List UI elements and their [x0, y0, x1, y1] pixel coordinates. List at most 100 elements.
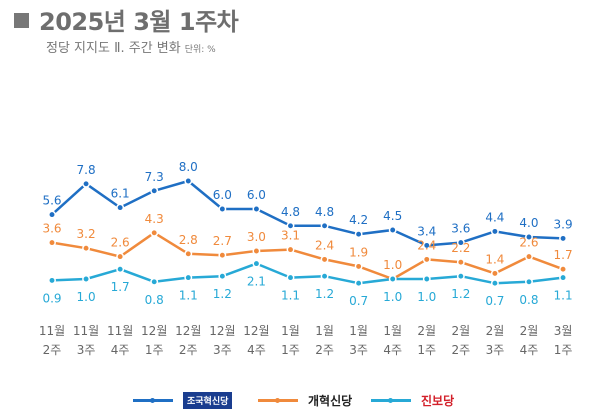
x-tick-label: 2주	[451, 343, 470, 357]
x-tick-label: 2주	[315, 343, 334, 357]
subtitle-text: 정당 지지도 Ⅱ. 주간 변화	[46, 41, 181, 56]
data-point	[490, 269, 499, 278]
x-tick-label: 1월	[383, 324, 402, 338]
data-point	[559, 234, 567, 243]
data-label: 6.0	[213, 188, 232, 202]
data-label: 1.4	[485, 252, 504, 266]
data-point	[354, 262, 363, 271]
data-label: 4.8	[315, 205, 334, 219]
data-label: 0.7	[485, 294, 504, 308]
legend-item-0: 조국혁신당	[133, 392, 233, 409]
x-tick-label: 11월	[73, 324, 99, 338]
data-label: 0.8	[145, 293, 164, 307]
x-tick-label: 1월	[315, 324, 334, 338]
data-label: 2.1	[247, 275, 266, 289]
data-point	[490, 279, 499, 288]
legend-label: 개혁신당	[308, 394, 353, 408]
data-point	[48, 238, 56, 247]
legend-line-icon	[258, 398, 298, 403]
data-label: 3.6	[42, 222, 61, 236]
data-label: 1.2	[213, 287, 232, 301]
data-point	[252, 205, 261, 213]
x-tick-label: 11월	[107, 324, 133, 338]
legend-line-icon	[371, 398, 411, 403]
data-label: 8.0	[179, 160, 198, 174]
x-tick-label: 12월	[141, 324, 167, 338]
data-point	[218, 272, 227, 281]
legend-label: 진보당	[421, 394, 455, 408]
chart-title: 2025년 3월 1주차	[14, 2, 239, 37]
data-point	[525, 277, 533, 286]
data-point	[320, 272, 329, 281]
data-label: 4.4	[485, 210, 504, 224]
legend-label: 조국혁신당	[183, 392, 233, 409]
data-point	[48, 210, 56, 219]
legend: 조국혁신당 개혁신당 진보당	[0, 390, 600, 410]
title-text: 2025년 3월 1주차	[39, 8, 239, 36]
data-point	[150, 186, 159, 195]
x-tick-label: 12월	[175, 324, 201, 338]
data-label: 4.5	[383, 209, 402, 223]
plot-area: 5.6 7.8 6.1 7.3 8.0 6.0 6.0 4.8 4.8 4.2 4.5 3.4 3.6 4…	[39, 160, 573, 357]
series-line-0	[51, 179, 564, 247]
x-tick-label: 1주	[417, 343, 436, 357]
x-tick-label: 2월	[486, 324, 505, 338]
x-tick-label: 3주	[486, 343, 505, 357]
data-point	[82, 179, 91, 188]
data-label: 2.4	[315, 238, 334, 252]
x-tick-label: 1주	[554, 343, 573, 357]
series-line-2	[51, 262, 564, 285]
data-point	[354, 230, 363, 239]
data-point	[286, 273, 295, 282]
data-point	[116, 265, 125, 274]
data-label: 6.1	[111, 187, 130, 201]
x-tick-label: 3월	[554, 324, 573, 338]
series-line-1	[51, 231, 564, 281]
data-point	[82, 275, 91, 283]
data-label: 3.0	[247, 230, 266, 244]
data-label: 1.7	[111, 280, 130, 294]
data-label: 0.9	[42, 291, 61, 305]
data-point	[252, 259, 261, 268]
data-point	[456, 272, 465, 281]
data-point	[184, 249, 193, 258]
x-tick-label: 1주	[145, 343, 164, 357]
data-label: 1.0	[77, 290, 96, 304]
data-label: 6.0	[247, 188, 266, 202]
data-label: 7.3	[145, 170, 164, 184]
x-tick-label: 1월	[349, 324, 368, 338]
x-tick-label: 2주	[43, 343, 62, 357]
data-point	[456, 258, 465, 267]
x-tick-label: 2주	[179, 343, 198, 357]
data-label: 2.2	[451, 241, 470, 255]
data-label: 1.1	[179, 289, 198, 303]
data-point	[525, 252, 533, 261]
x-tick-label: 12월	[209, 324, 235, 338]
data-label: 3.1	[281, 229, 300, 243]
x-tick-label: 2월	[417, 324, 436, 338]
chart-subtitle: 정당 지지도 Ⅱ. 주간 변화 단위: %	[46, 37, 216, 56]
data-label: 1.0	[417, 290, 436, 304]
data-label: 2.6	[111, 236, 130, 250]
data-label: 0.7	[349, 294, 368, 308]
data-label: 3.2	[77, 227, 96, 241]
data-label: 1.2	[451, 287, 470, 301]
data-point	[559, 265, 567, 274]
data-label: 5.6	[42, 194, 61, 208]
data-label: 1.1	[554, 289, 573, 303]
data-label: 4.0	[519, 216, 538, 230]
data-label: 1.0	[383, 258, 402, 272]
data-label: 2.4	[417, 238, 436, 252]
data-label: 1.0	[383, 290, 402, 304]
x-tick-label: 3주	[77, 343, 96, 357]
data-label: 7.8	[77, 163, 96, 177]
data-point	[184, 177, 193, 185]
legend-item-1: 개혁신당	[258, 392, 352, 409]
x-tick-label: 11월	[39, 324, 65, 338]
x-tick-label: 2월	[520, 324, 539, 338]
data-point	[82, 244, 91, 253]
x-tick-label: 4주	[520, 343, 539, 357]
data-point	[116, 252, 125, 261]
data-label: 1.9	[349, 245, 368, 259]
unit-label: 단위: %	[184, 45, 216, 55]
